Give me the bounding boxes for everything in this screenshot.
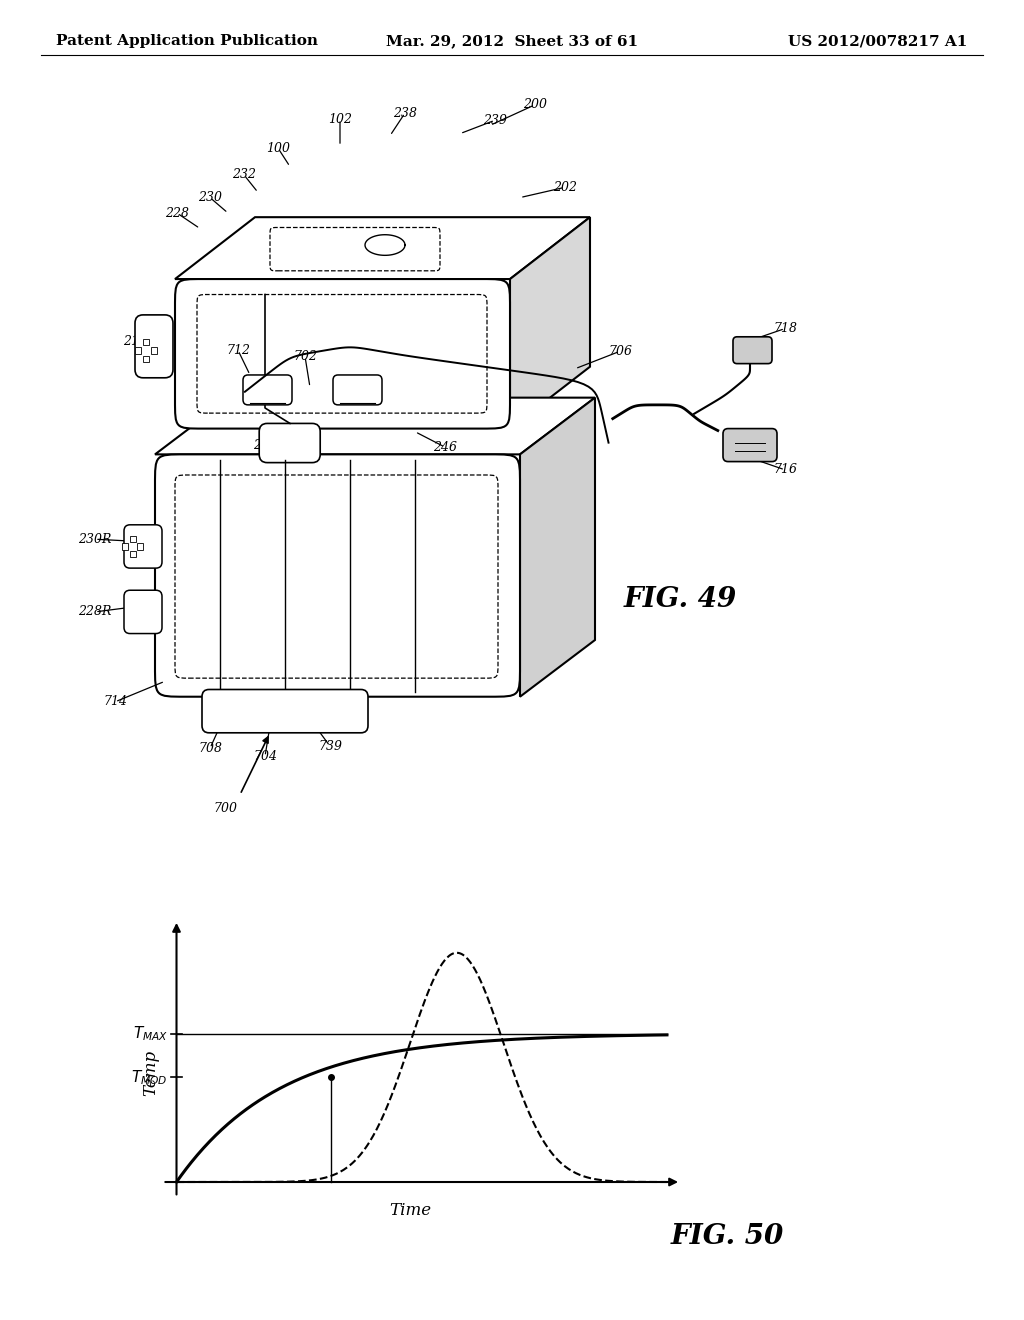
Bar [151,347,157,354]
Text: 228R: 228R [78,606,112,618]
Text: 739: 739 [318,739,342,752]
Text: Mar. 29, 2012  Sheet 33 of 61: Mar. 29, 2012 Sheet 33 of 61 [386,34,638,49]
Text: 716: 716 [773,463,797,477]
Bar [130,550,136,557]
Text: 212: 212 [123,335,147,348]
FancyBboxPatch shape [723,429,777,462]
Text: 237: 237 [253,438,278,451]
Text: 706: 706 [608,345,632,358]
Text: 228: 228 [165,206,189,219]
Text: 708: 708 [198,742,222,755]
Text: FIG. 50: FIG. 50 [671,1224,783,1250]
Text: 700: 700 [213,801,237,814]
Bar [143,339,150,346]
Text: 714: 714 [103,696,127,709]
Polygon shape [510,218,590,429]
Text: 712: 712 [226,343,250,356]
FancyBboxPatch shape [733,337,772,363]
Bar [135,347,141,354]
Text: 200: 200 [523,98,547,111]
Text: 702: 702 [293,350,317,363]
Text: 246: 246 [433,441,457,454]
Bar [137,544,143,549]
Text: 238: 238 [393,107,417,120]
FancyBboxPatch shape [135,315,173,378]
Text: Patent Application Publication: Patent Application Publication [56,34,318,49]
Text: $T_{MOD}$: $T_{MOD}$ [131,1068,168,1086]
FancyBboxPatch shape [202,689,368,733]
Bar [130,536,136,543]
Polygon shape [175,218,590,279]
FancyBboxPatch shape [333,375,382,405]
Text: 230R: 230R [78,533,112,545]
Text: 239: 239 [483,114,507,127]
Polygon shape [520,397,595,697]
Text: US 2012/0078217 A1: US 2012/0078217 A1 [788,34,968,49]
Text: Temp: Temp [142,1049,160,1096]
FancyBboxPatch shape [124,525,162,568]
Text: FIG. 49: FIG. 49 [624,586,736,614]
FancyBboxPatch shape [243,375,292,405]
Text: 232: 232 [232,169,256,181]
Text: 718: 718 [773,322,797,335]
Text: 102: 102 [328,112,352,125]
Bar [122,544,128,549]
Text: 230: 230 [198,191,222,205]
Text: 704: 704 [253,750,278,763]
Text: 202: 202 [553,181,577,194]
Bar [143,355,150,362]
PathPatch shape [175,279,510,429]
PathPatch shape [155,454,520,697]
FancyBboxPatch shape [124,590,162,634]
FancyBboxPatch shape [259,424,321,462]
Polygon shape [155,397,595,454]
Text: Time: Time [389,1201,431,1218]
Text: 100: 100 [266,141,290,154]
Text: $T_{MAX}$: $T_{MAX}$ [133,1024,168,1043]
